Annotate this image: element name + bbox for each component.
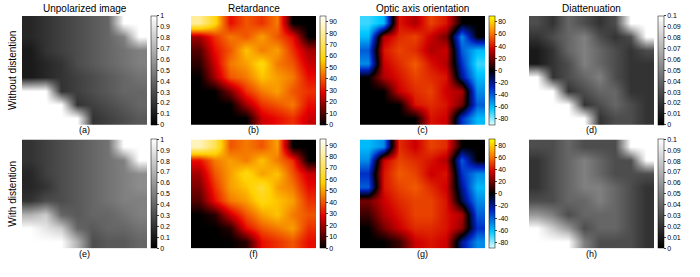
svg-text:-40: -40 <box>498 215 508 222</box>
svg-text:10: 10 <box>329 110 337 117</box>
svg-text:0: 0 <box>498 190 502 197</box>
svg-text:60: 60 <box>498 154 506 161</box>
svg-text:0.1: 0.1 <box>160 110 170 117</box>
svg-text:0.08: 0.08 <box>667 34 681 41</box>
svg-text:Optic axis orientation: Optic axis orientation <box>376 3 469 14</box>
svg-text:0.04: 0.04 <box>667 78 681 85</box>
svg-text:(c): (c) <box>417 125 428 135</box>
svg-text:0.9: 0.9 <box>160 23 170 30</box>
svg-text:40: 40 <box>498 43 506 50</box>
svg-text:(h): (h) <box>586 249 597 259</box>
svg-text:0.04: 0.04 <box>667 201 681 208</box>
svg-text:0.5: 0.5 <box>160 190 170 197</box>
svg-text:50: 50 <box>329 64 337 71</box>
svg-text:60: 60 <box>329 176 337 183</box>
svg-text:(g): (g) <box>417 249 428 259</box>
svg-text:30: 30 <box>329 210 337 217</box>
svg-text:0: 0 <box>160 121 164 128</box>
svg-text:90: 90 <box>329 18 337 25</box>
svg-text:80: 80 <box>329 153 337 160</box>
svg-text:70: 70 <box>329 164 337 171</box>
svg-text:(f): (f) <box>249 249 258 259</box>
svg-text:10: 10 <box>329 233 337 240</box>
svg-text:70: 70 <box>329 41 337 48</box>
svg-text:0: 0 <box>160 245 164 252</box>
svg-text:20: 20 <box>329 98 337 105</box>
svg-text:-60: -60 <box>498 103 508 110</box>
svg-text:0: 0 <box>329 245 333 252</box>
svg-text:90: 90 <box>329 142 337 149</box>
svg-text:0.02: 0.02 <box>667 223 681 230</box>
svg-text:0: 0 <box>667 121 671 128</box>
svg-text:0.06: 0.06 <box>667 56 681 63</box>
svg-text:0: 0 <box>667 245 671 252</box>
svg-text:-20: -20 <box>498 202 508 209</box>
svg-text:0.8: 0.8 <box>160 158 170 165</box>
svg-text:0: 0 <box>329 121 333 128</box>
svg-text:0.7: 0.7 <box>160 168 170 175</box>
svg-text:0: 0 <box>498 67 502 74</box>
svg-text:With distention: With distention <box>7 161 18 227</box>
svg-text:0.05: 0.05 <box>667 190 681 197</box>
svg-text:30: 30 <box>329 87 337 94</box>
svg-text:20: 20 <box>498 55 506 62</box>
svg-text:0.9: 0.9 <box>160 147 170 154</box>
svg-text:40: 40 <box>498 166 506 173</box>
svg-text:0.07: 0.07 <box>667 168 681 175</box>
svg-text:0.8: 0.8 <box>160 34 170 41</box>
svg-text:40: 40 <box>329 75 337 82</box>
svg-text:0.7: 0.7 <box>160 45 170 52</box>
svg-text:0.02: 0.02 <box>667 99 681 106</box>
svg-text:0.01: 0.01 <box>667 110 681 117</box>
svg-text:0.1: 0.1 <box>667 12 677 19</box>
svg-text:0.2: 0.2 <box>160 99 170 106</box>
svg-text:0.5: 0.5 <box>160 67 170 74</box>
svg-text:0.6: 0.6 <box>160 56 170 63</box>
svg-text:0.4: 0.4 <box>160 201 170 208</box>
svg-text:20: 20 <box>498 178 506 185</box>
svg-text:0.08: 0.08 <box>667 158 681 165</box>
svg-text:60: 60 <box>329 52 337 59</box>
svg-text:-80: -80 <box>498 239 508 246</box>
svg-text:Without distention: Without distention <box>7 31 18 111</box>
svg-text:1: 1 <box>160 136 164 143</box>
svg-text:20: 20 <box>329 222 337 229</box>
svg-text:-80: -80 <box>498 115 508 122</box>
svg-text:-20: -20 <box>498 79 508 86</box>
svg-text:0.03: 0.03 <box>667 89 681 96</box>
svg-text:-40: -40 <box>498 91 508 98</box>
svg-text:0.6: 0.6 <box>160 179 170 186</box>
svg-text:Diattenuation: Diattenuation <box>562 3 621 14</box>
svg-text:80: 80 <box>498 142 506 149</box>
svg-text:0.1: 0.1 <box>160 234 170 241</box>
svg-text:0.3: 0.3 <box>160 89 170 96</box>
svg-text:-60: -60 <box>498 227 508 234</box>
svg-text:60: 60 <box>498 30 506 37</box>
svg-text:1: 1 <box>160 12 164 19</box>
svg-text:0.3: 0.3 <box>160 212 170 219</box>
svg-text:40: 40 <box>329 199 337 206</box>
svg-text:Unpolarized image: Unpolarized image <box>43 3 127 14</box>
svg-text:Retardance: Retardance <box>228 3 280 14</box>
svg-text:0.06: 0.06 <box>667 179 681 186</box>
svg-text:0.4: 0.4 <box>160 78 170 85</box>
svg-text:0.07: 0.07 <box>667 45 681 52</box>
svg-text:0.1: 0.1 <box>667 136 677 143</box>
svg-text:0.05: 0.05 <box>667 67 681 74</box>
svg-text:0.09: 0.09 <box>667 23 681 30</box>
svg-text:80: 80 <box>329 30 337 37</box>
svg-text:(d): (d) <box>586 125 597 135</box>
svg-text:0.03: 0.03 <box>667 212 681 219</box>
svg-text:(b): (b) <box>248 125 259 135</box>
svg-text:80: 80 <box>498 18 506 25</box>
svg-text:(a): (a) <box>79 125 90 135</box>
svg-text:0.2: 0.2 <box>160 223 170 230</box>
svg-text:50: 50 <box>329 187 337 194</box>
svg-text:0.01: 0.01 <box>667 234 681 241</box>
svg-text:0.09: 0.09 <box>667 147 681 154</box>
svg-text:(e): (e) <box>79 249 90 259</box>
